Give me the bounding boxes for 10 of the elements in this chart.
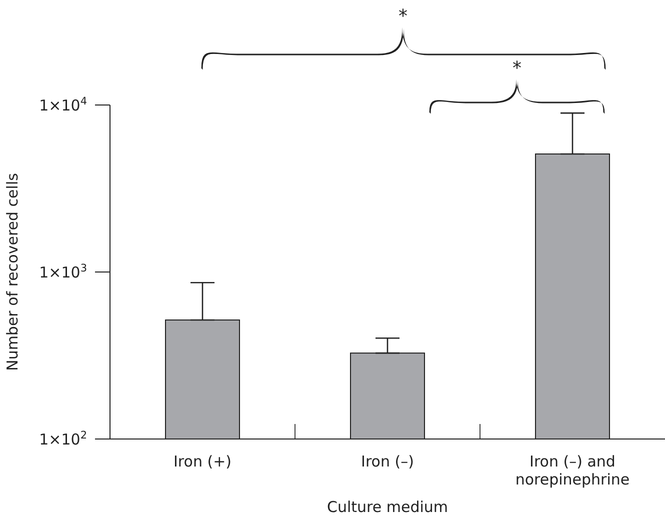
y-tick-label: 1×10$^{3}$ — [39, 262, 87, 282]
x-tick-label: Iron (–) and norepinephrine — [515, 452, 630, 488]
x-tick-label: Iron (–) — [361, 452, 414, 470]
x-tick-label: Iron (+) — [174, 452, 232, 470]
y-tick-label: 1×10$^{4}$ — [39, 95, 88, 114]
y-tick-label: 1×10$^{2}$ — [39, 429, 87, 448]
x-axis-title: Culture medium — [326, 498, 448, 516]
y-axis-title: Number of recovered cells — [3, 172, 22, 371]
text: * — [398, 6, 408, 27]
text: * — [512, 58, 522, 79]
